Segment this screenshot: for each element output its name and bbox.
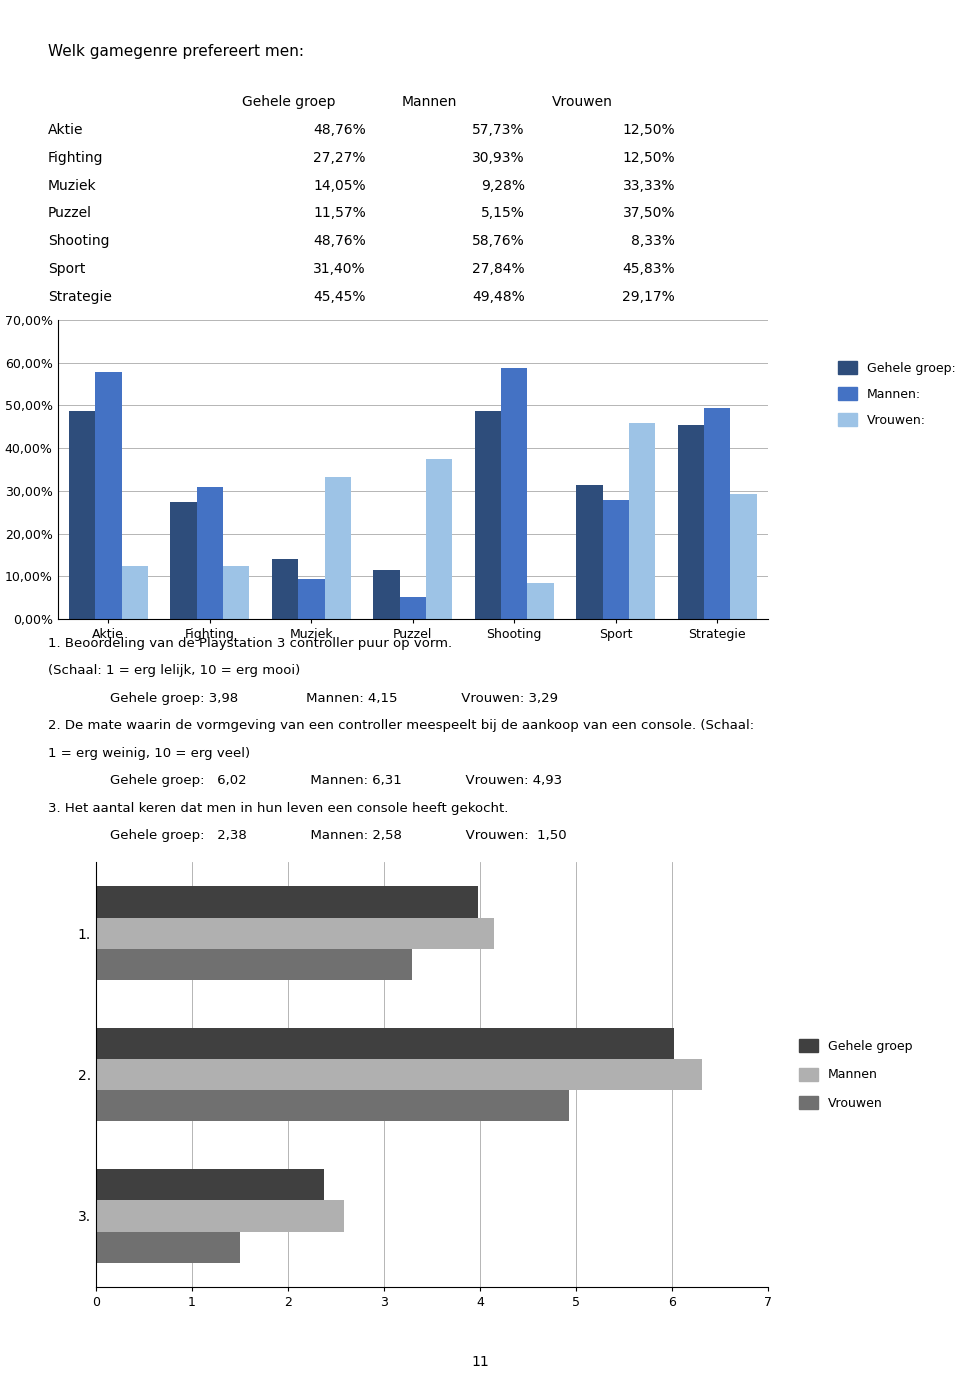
Text: 57,73%: 57,73% xyxy=(472,124,525,138)
Text: 30,93%: 30,93% xyxy=(472,150,525,166)
Text: Gehele groep: Gehele groep xyxy=(242,96,336,110)
Text: 27,27%: 27,27% xyxy=(314,150,366,166)
Text: 58,76%: 58,76% xyxy=(472,234,525,248)
Text: 29,17%: 29,17% xyxy=(622,289,675,303)
Bar xyxy=(373,569,399,619)
Bar xyxy=(96,1091,569,1121)
Bar xyxy=(96,949,412,979)
Text: Shooting: Shooting xyxy=(48,234,109,248)
Bar xyxy=(704,408,731,619)
Text: 1. Beoordeling van de Playstation 3 controller puur op vorm.: 1. Beoordeling van de Playstation 3 cont… xyxy=(48,637,452,650)
Text: 31,40%: 31,40% xyxy=(313,262,366,275)
Text: 14,05%: 14,05% xyxy=(313,178,366,193)
Text: 37,50%: 37,50% xyxy=(623,206,675,220)
Text: Fighting: Fighting xyxy=(48,150,104,166)
Bar xyxy=(501,369,527,619)
Bar xyxy=(324,477,351,619)
Text: 2. De mate waarin de vormgeving van een controller meespeelt bij de aankoop van : 2. De mate waarin de vormgeving van een … xyxy=(48,719,755,733)
Text: 5,15%: 5,15% xyxy=(481,206,525,220)
Bar xyxy=(399,597,426,619)
Bar xyxy=(96,1200,344,1231)
Bar xyxy=(527,583,554,619)
Text: Gehele groep: 3,98                Mannen: 4,15               Vrouwen: 3,29: Gehele groep: 3,98 Mannen: 4,15 Vrouwen:… xyxy=(109,691,558,705)
Text: Welk gamegenre prefereert men:: Welk gamegenre prefereert men: xyxy=(48,45,304,58)
Text: 8,33%: 8,33% xyxy=(631,234,675,248)
Text: 3. Het aantal keren dat men in hun leven een console heeft gekocht.: 3. Het aantal keren dat men in hun leven… xyxy=(48,801,509,815)
Text: 33,33%: 33,33% xyxy=(623,178,675,193)
Text: 12,50%: 12,50% xyxy=(622,124,675,138)
Bar xyxy=(95,373,122,619)
Text: 11: 11 xyxy=(471,1355,489,1369)
Bar xyxy=(629,423,656,619)
Bar xyxy=(197,487,223,619)
Bar xyxy=(426,459,452,619)
Text: Strategie: Strategie xyxy=(48,289,112,303)
Text: 9,28%: 9,28% xyxy=(481,178,525,193)
Text: 45,45%: 45,45% xyxy=(314,289,366,303)
Bar xyxy=(272,559,299,619)
Text: Puzzel: Puzzel xyxy=(48,206,92,220)
Text: 27,84%: 27,84% xyxy=(472,262,525,275)
Bar xyxy=(731,494,756,619)
Text: 49,48%: 49,48% xyxy=(472,289,525,303)
Text: Gehele groep:   6,02               Mannen: 6,31               Vrouwen: 4,93: Gehele groep: 6,02 Mannen: 6,31 Vrouwen:… xyxy=(109,775,562,787)
Text: Aktie: Aktie xyxy=(48,124,84,138)
Bar xyxy=(96,918,494,949)
Bar xyxy=(96,1231,240,1263)
Text: 11,57%: 11,57% xyxy=(313,206,366,220)
Text: Sport: Sport xyxy=(48,262,85,275)
Text: (Schaal: 1 = erg lelijk, 10 = erg mooi): (Schaal: 1 = erg lelijk, 10 = erg mooi) xyxy=(48,665,300,677)
Bar xyxy=(299,579,324,619)
Legend: Gehele groep:, Mannen:, Vrouwen:: Gehele groep:, Mannen:, Vrouwen: xyxy=(833,356,960,433)
Bar xyxy=(96,1170,324,1200)
Bar xyxy=(122,566,148,619)
Bar xyxy=(69,410,95,619)
Text: Vrouwen: Vrouwen xyxy=(551,96,612,110)
Bar xyxy=(96,1028,674,1059)
Bar xyxy=(474,410,501,619)
Bar xyxy=(576,485,603,619)
Bar xyxy=(678,424,704,619)
Text: 1 = erg weinig, 10 = erg veel): 1 = erg weinig, 10 = erg veel) xyxy=(48,747,251,759)
Bar xyxy=(96,886,478,918)
Text: 45,83%: 45,83% xyxy=(622,262,675,275)
Bar xyxy=(96,1059,702,1091)
Bar xyxy=(170,502,197,619)
Text: 48,76%: 48,76% xyxy=(313,234,366,248)
Legend: Gehele groep, Mannen, Vrouwen: Gehele groep, Mannen, Vrouwen xyxy=(795,1034,918,1116)
Text: Muziek: Muziek xyxy=(48,178,97,193)
Bar xyxy=(223,566,250,619)
Text: 12,50%: 12,50% xyxy=(622,150,675,166)
Text: Mannen: Mannen xyxy=(401,96,457,110)
Bar xyxy=(603,499,629,619)
Text: 48,76%: 48,76% xyxy=(313,124,366,138)
Text: Gehele groep:   2,38               Mannen: 2,58               Vrouwen:  1,50: Gehele groep: 2,38 Mannen: 2,58 Vrouwen:… xyxy=(109,829,566,843)
